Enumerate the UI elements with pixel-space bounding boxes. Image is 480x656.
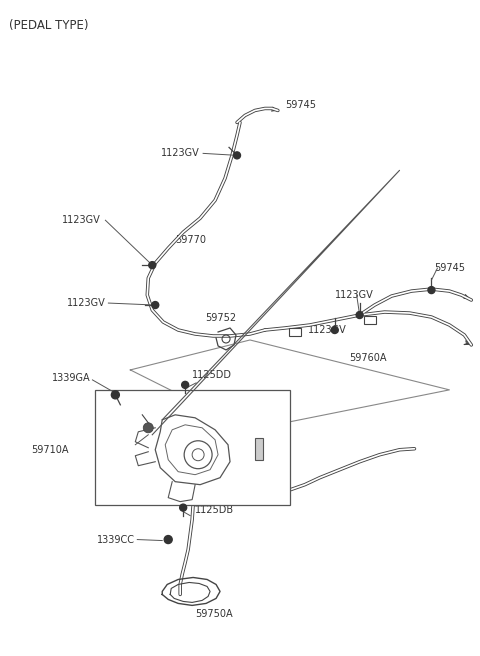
Circle shape (181, 381, 189, 388)
Circle shape (180, 504, 187, 511)
Bar (255, 438, 263, 460)
Circle shape (164, 535, 172, 544)
Circle shape (144, 423, 153, 433)
Text: 59770: 59770 (175, 236, 206, 245)
Bar (364, 316, 376, 324)
Text: (PEDAL TYPE): (PEDAL TYPE) (9, 18, 88, 31)
Text: 1123GV: 1123GV (67, 298, 106, 308)
Text: 59710A: 59710A (31, 445, 69, 455)
Bar (96, 390, 290, 504)
Text: 59752: 59752 (205, 313, 236, 323)
Text: 1123GV: 1123GV (308, 325, 347, 335)
Circle shape (331, 327, 338, 333)
Text: 59745: 59745 (434, 263, 466, 273)
Circle shape (149, 262, 156, 268)
Circle shape (111, 391, 120, 399)
Text: 1231DB: 1231DB (122, 440, 161, 450)
Text: 1123GV: 1123GV (335, 290, 373, 300)
Circle shape (428, 287, 435, 294)
Text: 1339CC: 1339CC (97, 535, 135, 544)
Bar (289, 328, 301, 336)
Text: 59750A: 59750A (195, 609, 233, 619)
Circle shape (356, 312, 363, 319)
Text: 93830: 93830 (122, 403, 153, 413)
Text: 1123GV: 1123GV (61, 215, 100, 225)
Text: 1125DD: 1125DD (192, 370, 232, 380)
Text: 59760A: 59760A (350, 353, 387, 363)
Circle shape (152, 302, 159, 308)
Text: 1125DB: 1125DB (195, 504, 234, 514)
Circle shape (233, 152, 240, 159)
Text: 59745: 59745 (285, 100, 316, 110)
Text: 59711B: 59711B (245, 420, 283, 430)
Text: 1123GV: 1123GV (161, 148, 200, 158)
Text: 1339GA: 1339GA (52, 373, 90, 383)
